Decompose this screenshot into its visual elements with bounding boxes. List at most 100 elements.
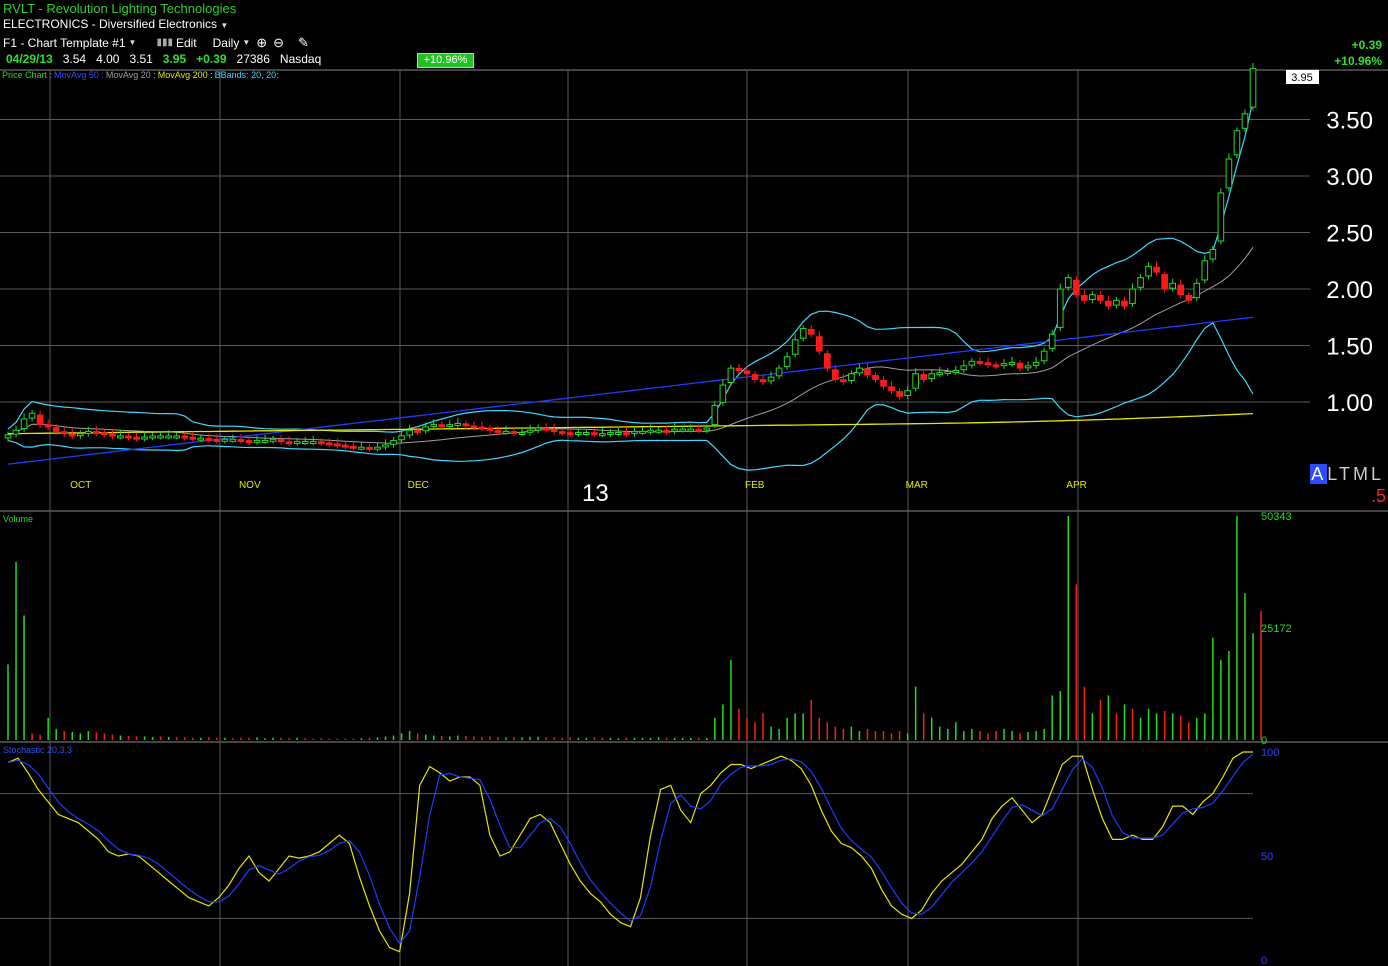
candle-body	[117, 435, 124, 439]
candle-body	[36, 414, 44, 426]
candle-body	[864, 368, 871, 376]
candle-body	[735, 367, 743, 371]
edit-button[interactable]: ▮▮▮ Edit	[156, 36, 196, 50]
candle-body	[1201, 260, 1209, 281]
candle-body	[325, 442, 333, 446]
candle-body	[952, 369, 960, 373]
candle-body	[382, 444, 389, 448]
bband-upper-line	[7, 100, 1254, 433]
candle-body	[655, 429, 662, 433]
altml-l2[interactable]: L	[1370, 464, 1384, 484]
chevron-down-icon: ▼	[128, 38, 137, 47]
candle-body	[44, 424, 52, 428]
period-dropdown[interactable]: Daily ▼	[213, 36, 251, 50]
candle-body	[149, 435, 156, 439]
candle-body	[1072, 279, 1080, 296]
price-tick-label: 2.00	[1326, 277, 1373, 304]
candle-body	[1241, 113, 1249, 129]
volume-panel-label: Volume	[3, 514, 34, 524]
candle-body	[438, 424, 446, 428]
candle-body	[888, 386, 895, 392]
altml-a[interactable]: A	[1310, 464, 1328, 484]
candle-body	[1177, 284, 1185, 296]
candle-body	[93, 431, 100, 435]
draw-tool-button[interactable]: ✎	[298, 35, 309, 51]
candle-body	[1153, 266, 1160, 273]
candle-body	[711, 404, 719, 426]
volume-tick-label: 0	[1261, 735, 1267, 747]
candle-body	[703, 427, 711, 431]
candle-body	[767, 376, 775, 382]
month-label: OCT	[70, 480, 91, 491]
candle-body	[1137, 277, 1144, 288]
candle-body	[976, 360, 984, 364]
zoom-out-button[interactable]: ⊖	[273, 35, 284, 51]
red-marker: .5	[1370, 486, 1386, 506]
sector-dropdown[interactable]: ELECTRONICS - Diversified Electronics ▼	[3, 17, 228, 31]
candle-body	[446, 424, 454, 428]
price-tick-label: 1.50	[1326, 334, 1373, 361]
toolbar: F1 - Chart Template #1 ▼ ▮▮▮ Edit Daily …	[3, 34, 309, 51]
candle-body	[896, 391, 903, 397]
zoom-in-button[interactable]: ⊕	[256, 35, 267, 51]
candle-body	[1121, 300, 1128, 307]
candle-body	[181, 435, 189, 439]
quote-change: +0.39	[196, 52, 227, 66]
altml-selector[interactable]: ALTML	[1310, 464, 1384, 485]
candle-body	[317, 441, 325, 445]
candle-body	[968, 360, 976, 366]
candle-body	[607, 432, 614, 436]
quote-bar: 04/29/13 3.54 4.00 3.51 3.95 +0.39 27386…	[6, 52, 321, 66]
candle-body	[358, 446, 365, 450]
candle-body	[591, 432, 598, 436]
candle-body	[189, 436, 197, 440]
candle-body	[1145, 265, 1152, 277]
candle-body	[406, 429, 413, 436]
candle-body	[1105, 300, 1112, 307]
candle-body	[574, 432, 582, 436]
candle-body	[60, 431, 68, 435]
candle-body	[719, 384, 727, 403]
candle-body	[832, 369, 839, 380]
candle-body	[743, 370, 751, 375]
ma200-line	[8, 412, 1254, 435]
candle-body	[390, 439, 397, 445]
month-label: APR	[1066, 480, 1087, 491]
quote-open: 3.54	[62, 52, 87, 66]
candle-body	[269, 438, 277, 442]
candle-body	[4, 434, 12, 439]
price-tick-label: 2.50	[1326, 221, 1373, 248]
candle-body	[374, 446, 381, 450]
candle-body	[550, 428, 558, 432]
candle-body	[1129, 288, 1136, 304]
candle-body	[679, 428, 687, 432]
candle-body	[28, 412, 36, 419]
candle-body	[478, 426, 486, 430]
candle-body	[52, 427, 60, 432]
altml-m[interactable]: M	[1352, 464, 1371, 484]
candle-body	[1113, 299, 1120, 306]
legend-ma20: MovAvg 20 :	[105, 70, 156, 80]
candle-body	[526, 429, 534, 433]
candle-body	[462, 423, 470, 427]
stochastic-tick-label: 100	[1261, 747, 1279, 759]
altml-l[interactable]: L	[1327, 464, 1339, 484]
candle-body	[213, 438, 221, 442]
candle-body	[165, 435, 172, 439]
candle-body	[197, 437, 205, 441]
candle-body	[285, 441, 293, 445]
percent-change-badge: +10.96%	[417, 53, 474, 68]
zoom-in-icon: ⊕	[256, 34, 268, 50]
candle-body	[205, 437, 213, 441]
candle-body	[615, 432, 622, 436]
altml-t[interactable]: T	[1338, 464, 1353, 484]
candle-body	[1008, 361, 1016, 365]
candle-body	[542, 427, 550, 431]
volume-tick-label: 25172	[1261, 623, 1292, 635]
candle-body	[342, 444, 349, 448]
template-dropdown[interactable]: F1 - Chart Template #1 ▼	[3, 36, 136, 50]
candle-body	[277, 439, 285, 443]
candle-body	[823, 353, 831, 369]
candle-body	[430, 424, 438, 428]
